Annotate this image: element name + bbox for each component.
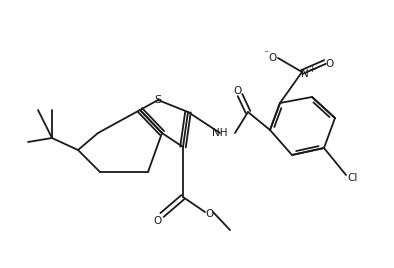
- Text: O: O: [269, 53, 277, 63]
- Text: NH: NH: [212, 128, 228, 138]
- Text: O: O: [206, 209, 214, 219]
- Text: Cl: Cl: [348, 173, 358, 183]
- Text: O: O: [326, 59, 334, 69]
- Text: O: O: [234, 86, 242, 96]
- Text: S: S: [154, 95, 162, 105]
- Text: N: N: [301, 69, 309, 79]
- Text: +: +: [308, 65, 316, 73]
- Text: O: O: [154, 216, 162, 226]
- Text: ⁻: ⁻: [264, 49, 269, 59]
